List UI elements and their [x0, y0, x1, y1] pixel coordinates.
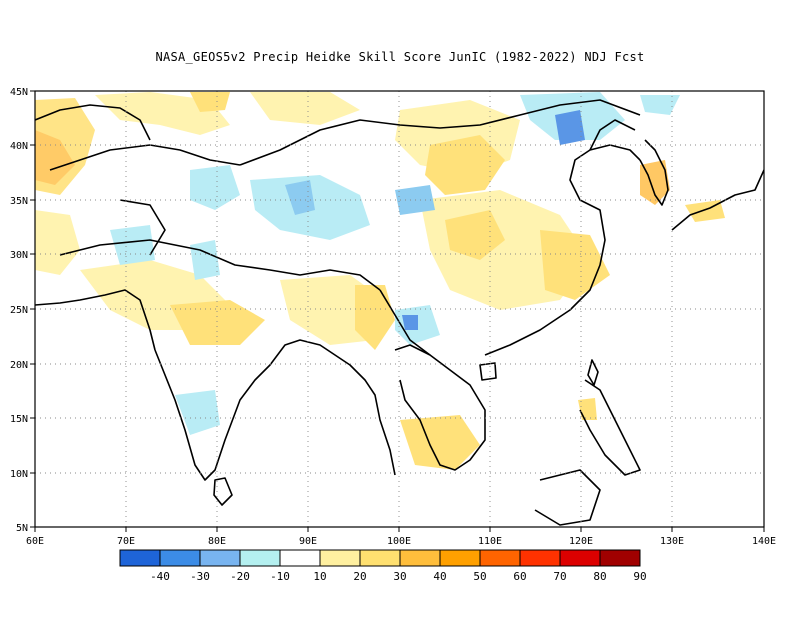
- coastline-sri-lanka: [213, 477, 233, 506]
- map-title: NASA_GEOS5v2 Precip Heidke Skill Score J…: [155, 50, 645, 64]
- coastline-india: [154, 339, 396, 481]
- lat-label: 30N: [10, 250, 28, 261]
- lon-label: 60E: [26, 536, 44, 547]
- positive-skill-region-india-core: [170, 300, 265, 345]
- positive-skill-region-mainland-sea: [400, 415, 480, 470]
- positive-skill-region-myanmar: [355, 285, 395, 350]
- lat-label: 15N: [10, 414, 28, 425]
- lat-label: 45N: [10, 87, 28, 98]
- coastline-bohai: [589, 119, 636, 151]
- coastline-hainan: [479, 362, 497, 381]
- lat-label: 10N: [10, 469, 28, 480]
- lon-label: 120E: [569, 536, 593, 547]
- lat-label: 25N: [10, 305, 28, 316]
- border-india-interior: [119, 199, 166, 256]
- colorbar-swatch: [359, 549, 401, 567]
- negative-skill-region-india-west: [110, 225, 155, 265]
- lon-labels: 60E 70E 80E 90E 100E 110E 120E 130E 140E: [26, 536, 776, 547]
- coastline-japan: [671, 169, 764, 231]
- coastline-philippines: [579, 379, 641, 476]
- lon-label: 130E: [660, 536, 684, 547]
- positive-skill-region-tarim-core: [190, 92, 230, 112]
- colorbar: -40 -30 -20 -10 10 20 30 40 50 60 70 80 …: [119, 549, 647, 583]
- negative-skill-region-tibet-core: [285, 180, 315, 215]
- border-himalaya: [59, 239, 381, 291]
- skill-field: [35, 92, 725, 470]
- border-central-asia: [35, 104, 151, 141]
- positive-skill-region-northwest-core: [35, 130, 75, 185]
- colorbar-swatch: [199, 549, 241, 567]
- positive-skill-region-mongolia: [250, 92, 360, 125]
- negative-skill-region-tarim-east: [190, 165, 240, 210]
- colorbar-label: 10: [313, 570, 326, 583]
- lat-label: 35N: [10, 196, 28, 207]
- colorbar-swatch: [439, 549, 481, 567]
- colorbar-label: 80: [593, 570, 606, 583]
- negative-skill-region-india-south: [175, 390, 220, 435]
- negative-skill-region-yunnan-core: [402, 315, 418, 330]
- colorbar-swatch: [279, 549, 321, 567]
- lat-label: 20N: [10, 360, 28, 371]
- positive-skill-region-west: [35, 210, 80, 275]
- lon-label: 70E: [117, 536, 135, 547]
- colorbar-label: 30: [393, 570, 406, 583]
- colorbar-boxes: [119, 549, 641, 567]
- colorbar-label: -40: [150, 570, 170, 583]
- colorbar-label: -20: [230, 570, 250, 583]
- negative-skill-region-india-central: [190, 240, 220, 280]
- lon-label: 110E: [478, 536, 502, 547]
- coastline-borneo-sumatra: [534, 469, 601, 526]
- colorbar-swatch: [399, 549, 441, 567]
- colorbar-labels: -40 -30 -20 -10 10 20 30 40 50 60 70 80 …: [150, 570, 647, 583]
- negative-skill-region-northeast-china: [640, 95, 680, 115]
- colorbar-label: 50: [473, 570, 486, 583]
- coastline-indochina: [394, 344, 486, 471]
- lon-label: 140E: [752, 536, 776, 547]
- lon-label: 90E: [299, 536, 317, 547]
- lon-label: 80E: [208, 536, 226, 547]
- coastline-south-china: [484, 144, 641, 356]
- positive-skill-region-north-china-core: [425, 135, 505, 195]
- axis-ticks: [30, 90, 765, 532]
- colorbar-swatch: [479, 549, 521, 567]
- colorbar-label: 20: [353, 570, 366, 583]
- colorbar-label: -30: [190, 570, 210, 583]
- lat-label: 40N: [10, 141, 28, 152]
- colorbar-label: 70: [553, 570, 566, 583]
- lat-labels: 45N 40N 35N 30N 25N 20N 15N 10N 5N: [10, 87, 28, 534]
- colorbar-swatch: [599, 549, 641, 567]
- colorbar-swatch: [119, 549, 161, 567]
- colorbar-swatch: [239, 549, 281, 567]
- positive-skill-region-central-china-core: [445, 210, 505, 260]
- colorbar-swatch: [159, 549, 201, 567]
- border-indochina: [379, 289, 431, 356]
- colorbar-swatch: [319, 549, 361, 567]
- border-china-mongolia: [239, 99, 641, 166]
- positive-skill-region-korea: [640, 160, 670, 205]
- coastline-west-asia: [35, 289, 156, 351]
- coastline-korea: [639, 139, 669, 206]
- colorbar-swatch: [519, 549, 561, 567]
- lat-label: 5N: [16, 523, 28, 534]
- colorbar-label: 40: [433, 570, 446, 583]
- lon-label: 100E: [387, 536, 411, 547]
- colorbar-label: 90: [633, 570, 646, 583]
- colorbar-swatch: [559, 549, 601, 567]
- negative-skill-region-mongolia-core: [555, 110, 585, 145]
- coastline-taiwan: [587, 359, 599, 386]
- colorbar-label: -10: [270, 570, 290, 583]
- colorbar-label: 60: [513, 570, 526, 583]
